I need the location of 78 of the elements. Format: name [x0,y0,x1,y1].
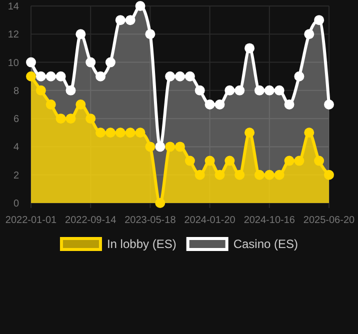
point [46,100,56,110]
point [36,85,46,96]
point [284,100,294,110]
point [214,100,225,110]
y-tick-label: 10 [8,58,20,69]
point [194,170,205,180]
point [264,85,274,96]
point [56,71,66,82]
point [234,170,245,180]
point [204,156,215,166]
point [135,128,146,138]
point [175,71,185,82]
x-tick-label: 2022-09-14 [65,215,117,226]
x-tick-label: 2023-05-18 [124,215,176,226]
y-tick-label: 6 [13,114,20,126]
point [324,100,334,110]
point [66,85,76,96]
legend-label: Casino (ES) [233,237,298,252]
y-tick-label: 14 [8,2,20,12]
point [155,142,166,152]
point [234,85,245,96]
point [264,170,274,180]
point [36,71,46,82]
point [224,156,235,166]
point [125,128,136,138]
point [86,114,96,124]
point [165,71,176,82]
point [115,128,126,138]
y-tick-label: 0 [13,198,20,210]
point [204,100,215,110]
point [26,71,36,82]
point [96,71,106,82]
point [294,71,304,82]
point [155,198,166,208]
point [46,71,56,82]
point [194,85,205,96]
x-tick-label: 2024-10-16 [244,215,296,226]
point [184,156,195,166]
point [135,1,146,11]
point [284,156,294,166]
point [224,85,235,96]
point [145,29,156,40]
point [56,114,66,124]
point [76,29,86,40]
point [105,128,116,138]
point [314,156,324,166]
x-tick-label: 2024-01-20 [184,215,236,226]
x-tick-label: 2022-01-01 [5,215,58,226]
point [294,156,304,166]
y-tick-label: 2 [13,170,20,182]
y-tick-label: 12 [8,30,20,41]
x-tick-label: 2025-06-20 [303,215,356,226]
legend-label: In lobby (ES) [106,237,176,252]
point [244,43,255,54]
point [175,142,185,152]
point [165,142,176,152]
point [244,128,255,138]
point [274,170,284,180]
point [145,142,156,152]
point [314,15,324,26]
point [324,170,334,180]
point [96,128,106,138]
point [76,100,86,110]
point [184,71,195,82]
point [105,57,116,68]
point [66,114,76,124]
point [115,15,126,26]
point [304,29,314,40]
point [304,128,314,138]
point [274,85,284,96]
point [254,85,264,96]
point [254,170,264,180]
y-tick-label: 8 [13,86,20,97]
y-tick-label: 4 [13,142,20,154]
point [86,57,96,68]
point [125,15,136,26]
point [214,170,225,180]
point [26,57,36,68]
